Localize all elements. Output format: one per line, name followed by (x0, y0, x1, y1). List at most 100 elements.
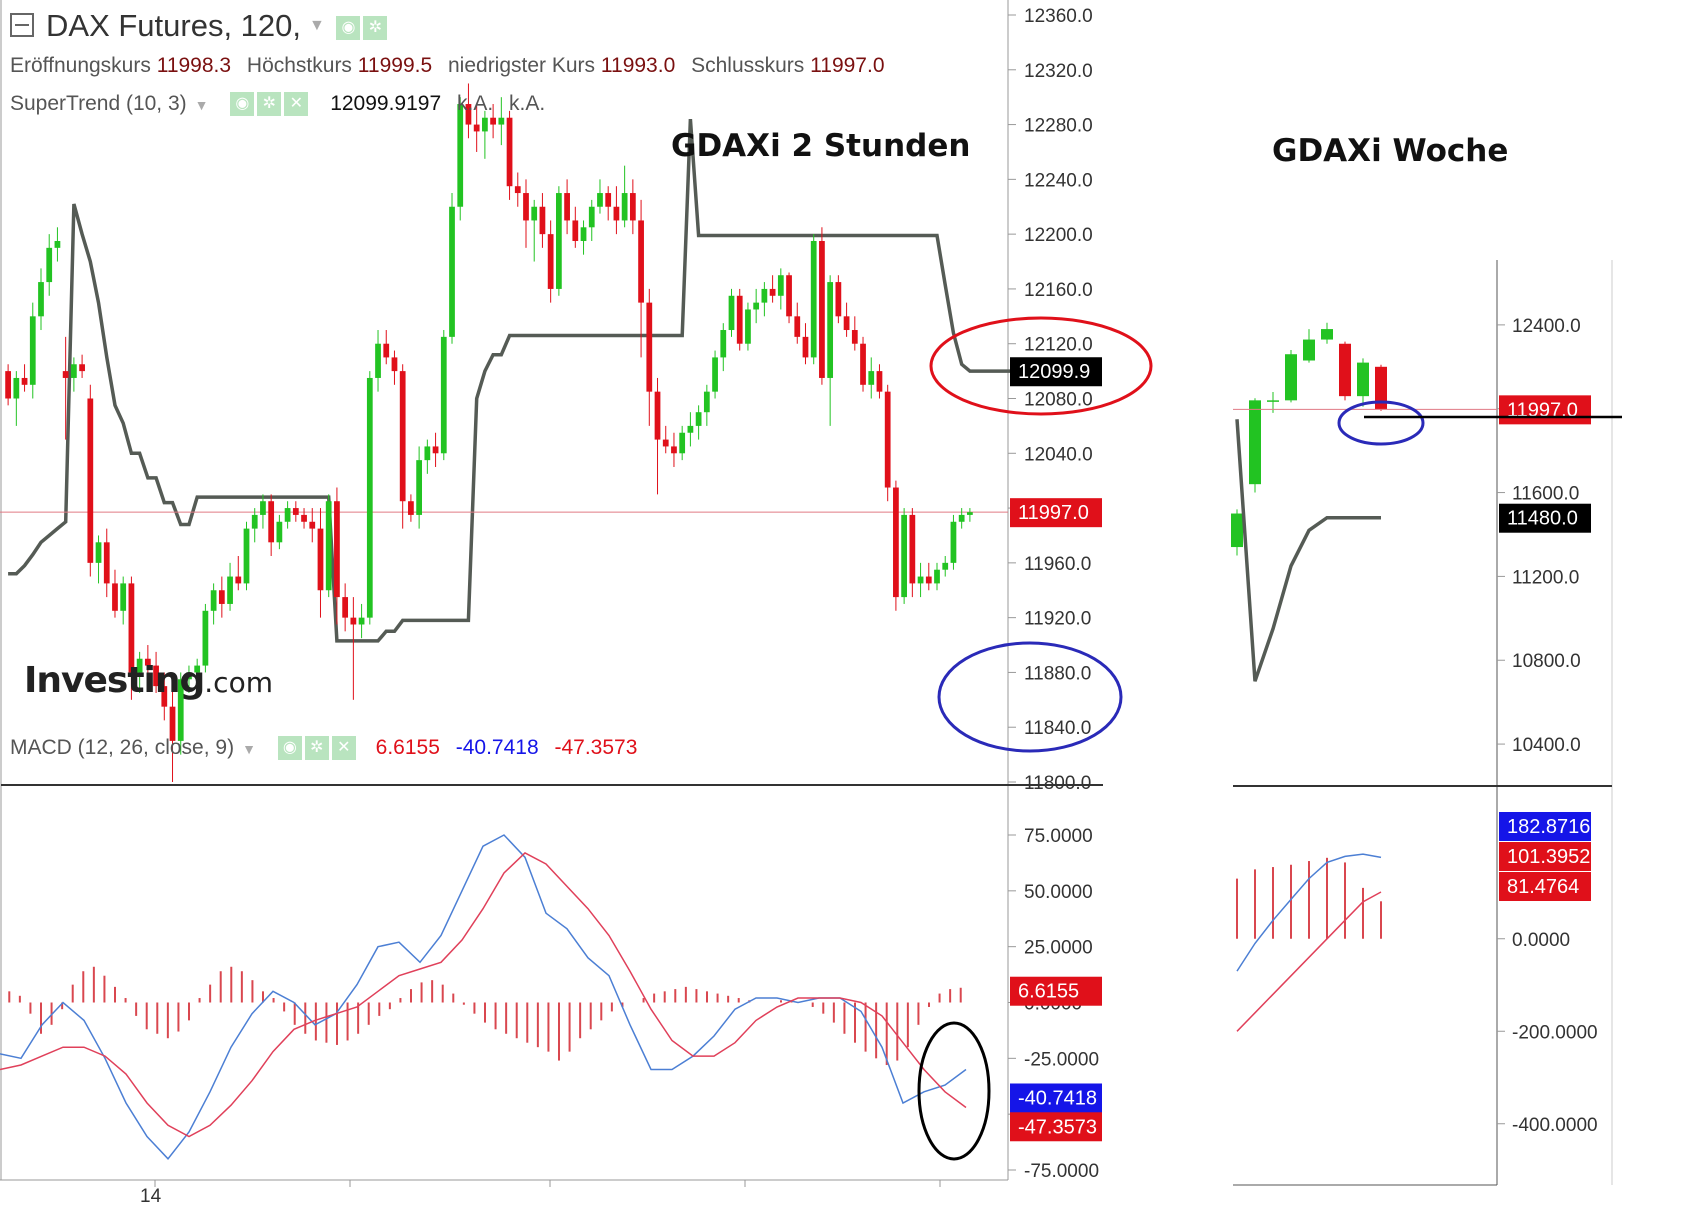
candle-body (646, 302, 653, 392)
candle-body (432, 446, 439, 454)
candle-body (202, 610, 209, 666)
supertrend-tag-weekly-bg (1499, 503, 1591, 533)
candle-body (695, 412, 702, 426)
y-tick-label-2h: 12240.0 (1024, 170, 1093, 191)
candle-body (671, 446, 677, 454)
candle-body (728, 295, 735, 331)
candle-body (843, 316, 850, 331)
y-tick-label-macd: 25.0000 (1024, 938, 1093, 959)
candle-body (169, 706, 176, 741)
candle-body (112, 583, 118, 611)
candle-body (909, 514, 916, 584)
candles-weekly (1231, 322, 1387, 556)
weekly-candle-body (1249, 400, 1261, 485)
y-tick-label-2h: 12280.0 (1024, 116, 1093, 137)
y-tick-label-weekly: 10800.0 (1512, 651, 1581, 672)
macd-line-tag: -40.7418 (1018, 1087, 1097, 1109)
candle-body (79, 364, 85, 372)
eye-icon[interactable]: ◉ (277, 736, 302, 761)
candle-body (292, 508, 299, 515)
weekly-candle-body (1357, 362, 1369, 397)
candle-body (218, 590, 225, 604)
candle-body (539, 206, 546, 235)
weekly-candle-body (1267, 400, 1279, 402)
candle-body (851, 330, 858, 344)
candle-body (490, 117, 496, 125)
candle-body (309, 521, 316, 529)
weekly-candle-body (1231, 513, 1243, 548)
candle-body (621, 193, 628, 221)
candle-body (153, 665, 159, 687)
candle-body (235, 576, 242, 584)
collapse-icon[interactable] (10, 12, 34, 37)
candle-body (136, 658, 143, 673)
macd-signal-value: -47.3573 (554, 736, 638, 759)
candle-body (375, 343, 381, 378)
gear-icon[interactable]: ✲ (304, 736, 329, 761)
candle-body (5, 371, 11, 399)
annotation-red-ellipse (929, 316, 1153, 416)
candle-body (547, 234, 554, 289)
close-value: 11997.0 (810, 54, 885, 77)
macd-panel-weekly (1236, 853, 1382, 1032)
weekly-hist-tag-bg (1499, 872, 1591, 901)
eye-icon[interactable]: ◉ (336, 15, 361, 40)
ohlc-row: Eröffnungskurs 11998.3 Höchstkurs 11999.… (10, 54, 895, 78)
price-axis-weekly: 12400.012000.011600.011200.010800.010400… (1497, 316, 1598, 1136)
candle-body (712, 357, 718, 392)
candle-body (958, 514, 965, 522)
open-label: Eröffnungskurs (10, 54, 151, 77)
y-tick-label-2h: 12160.0 (1024, 280, 1093, 301)
y-tick-label-weekly: 12400.0 (1512, 316, 1581, 337)
weekly-signal-line (1236, 891, 1382, 1032)
candle-body (391, 357, 398, 372)
annotation-right-title: GDAXi Woche (1272, 133, 1509, 169)
candle-body (597, 193, 603, 207)
close-icon[interactable]: ✕ (284, 92, 309, 117)
x-tick-label-2h: 14 (140, 1186, 162, 1206)
weekly-signal-tag-bg (1499, 842, 1591, 871)
candle-body (350, 617, 357, 625)
candle-body (334, 501, 340, 598)
chevron-down-icon[interactable]: ▼ (242, 741, 256, 757)
logo-brand: Investing (24, 660, 205, 701)
candle-body (514, 186, 521, 194)
weekly-macd-line (1236, 853, 1382, 972)
last-price-tag-2h: 11997.0 (1018, 502, 1089, 524)
macd-panel-2h (0, 834, 967, 1160)
close-icon[interactable]: ✕ (331, 736, 356, 761)
candle-body (736, 295, 743, 344)
chart-title: DAX Futures, 120, ▼ ◉ ✲ (10, 8, 388, 44)
gear-icon[interactable]: ✲ (363, 15, 388, 40)
eye-icon[interactable]: ◉ (230, 92, 255, 117)
chevron-down-icon[interactable]: ▼ (309, 17, 325, 34)
gear-icon[interactable]: ✲ (257, 92, 282, 117)
candle-body (383, 343, 390, 358)
annotation-black-ellipse-macd (917, 1021, 991, 1161)
candle-body (46, 247, 53, 283)
annotation-shapes (917, 316, 1622, 1161)
candle-body (564, 193, 570, 221)
candle-body (177, 679, 184, 741)
supertrend-line-weekly (1233, 408, 1497, 682)
candle-body (703, 391, 710, 413)
y-tick-label-weekly: 11200.0 (1512, 567, 1579, 588)
candle-body (21, 377, 28, 385)
candle-body (408, 501, 414, 515)
chevron-down-icon[interactable]: ▼ (194, 97, 209, 113)
candle-body (120, 583, 127, 611)
macd-line (0, 834, 967, 1160)
macd-line-tag-bg (1010, 1083, 1102, 1113)
annotation-blue-ellipse-weekly (1337, 400, 1425, 446)
candle-body (934, 569, 940, 584)
weekly-hist-tag: 81.4764 (1507, 876, 1579, 898)
y-tick-label-weekly: 10400.0 (1512, 735, 1581, 756)
candle-body (613, 206, 620, 221)
candle-body (227, 576, 233, 604)
candle-body (268, 501, 275, 543)
weekly-macd-line-tag-bg (1499, 812, 1591, 841)
y-tick-label-macd: 75.0000 (1024, 826, 1093, 847)
low-value: 11993.0 (600, 54, 676, 77)
y-tick-label-macd: -75.0000 (1024, 1161, 1099, 1182)
